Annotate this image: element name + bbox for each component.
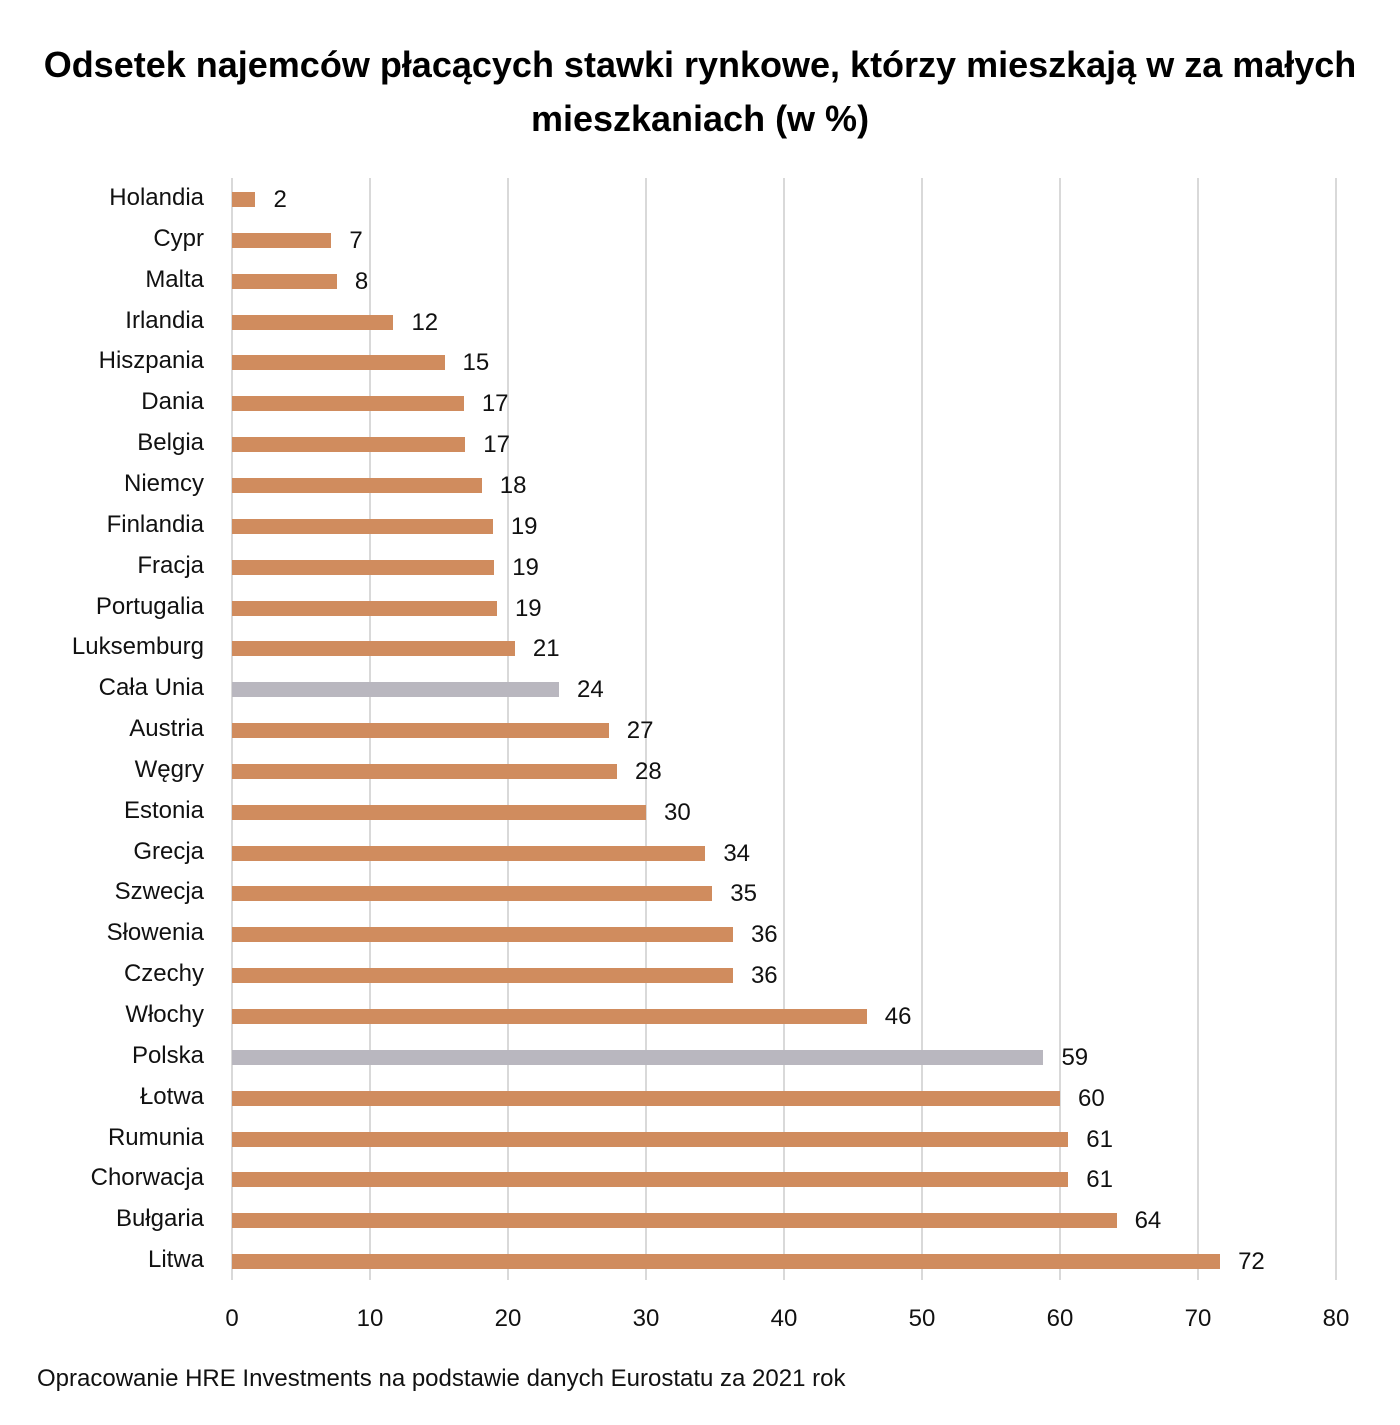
- x-tick-label: 80: [1322, 1305, 1350, 1332]
- category-label: Finlandia: [106, 510, 204, 538]
- source-note: Opracowanie HRE Investments na podstawie…: [37, 1365, 846, 1392]
- category-label: Bułgaria: [115, 1205, 204, 1233]
- bar: [232, 886, 713, 902]
- category-label: Irlandia: [125, 306, 204, 334]
- data-label: 27: [626, 717, 654, 745]
- gridline-80: [1335, 178, 1337, 1280]
- category-label: Holandia: [109, 184, 204, 211]
- category-label: Belgia: [137, 429, 204, 457]
- data-label: 59: [1061, 1043, 1089, 1071]
- data-label: 36: [750, 962, 778, 990]
- category-label: Dania: [141, 388, 204, 416]
- bar: [232, 845, 706, 861]
- data-label: 17: [481, 390, 509, 418]
- data-label: 15: [462, 349, 490, 377]
- data-label: 21: [532, 635, 560, 663]
- bar-highlighted: [232, 1049, 1044, 1065]
- data-label: 7: [349, 226, 363, 254]
- category-label: Luksemburg: [71, 633, 204, 661]
- data-label: 36: [750, 921, 778, 949]
- data-label: 64: [1134, 1207, 1162, 1235]
- x-tick-label: 10: [356, 1305, 384, 1332]
- bar: [232, 477, 482, 493]
- gridline-60: [1059, 178, 1061, 1280]
- bar-highlighted: [232, 682, 560, 698]
- bar: [232, 396, 464, 412]
- data-label: 19: [510, 512, 538, 540]
- category-label: Cypr: [153, 224, 204, 252]
- category-label: Grecja: [133, 837, 204, 865]
- data-label: 8: [354, 267, 369, 295]
- bar: [232, 1213, 1117, 1229]
- gridline-40: [783, 178, 785, 1280]
- bar: [232, 1090, 1060, 1106]
- x-tick-label: 70: [1184, 1305, 1212, 1332]
- x-tick-label: 60: [1046, 1305, 1074, 1332]
- category-label: Słowenia: [106, 919, 204, 947]
- category-label: Rumunia: [107, 1123, 204, 1151]
- data-label: 60: [1078, 1084, 1105, 1112]
- bar: [232, 641, 515, 657]
- gridline-30: [645, 178, 647, 1280]
- category-label: Fracja: [137, 551, 204, 579]
- category-label: Cała Unia: [98, 674, 204, 702]
- data-label: 28: [635, 757, 662, 785]
- category-label: Węgry: [134, 755, 204, 783]
- bar: [232, 1254, 1221, 1270]
- x-tick-label: 30: [632, 1305, 660, 1332]
- category-label: Czechy: [123, 960, 204, 988]
- category-label: Łotwa: [139, 1082, 204, 1110]
- bar: [232, 355, 445, 371]
- bar: [232, 232, 332, 248]
- bar: [232, 273, 337, 289]
- data-label: 19: [514, 594, 542, 622]
- bar: [232, 192, 256, 207]
- bar: [232, 968, 733, 984]
- bar: [232, 600, 497, 616]
- data-label: 24: [577, 676, 604, 704]
- bar: [232, 437, 466, 453]
- bar: [232, 763, 618, 779]
- gridline-50: [921, 178, 923, 1280]
- category-label: Polska: [131, 1041, 204, 1069]
- bar: [232, 559, 495, 575]
- bar: [232, 1172, 1069, 1188]
- data-label: 72: [1238, 1248, 1265, 1276]
- data-label: 35: [730, 880, 757, 908]
- x-tick-label: 0: [225, 1305, 239, 1332]
- data-label: 61: [1086, 1166, 1113, 1194]
- bar: [232, 1131, 1069, 1147]
- bar: [232, 804, 646, 820]
- category-label: Chorwacja: [90, 1164, 204, 1192]
- data-label: 12: [411, 308, 439, 336]
- x-tick-label: 50: [908, 1305, 936, 1332]
- category-label: Hiszpania: [98, 347, 204, 375]
- data-label: 34: [723, 839, 751, 867]
- x-tick-label: 20: [494, 1305, 522, 1332]
- category-label: Austria: [129, 715, 204, 743]
- data-label: 30: [664, 798, 691, 826]
- x-tick-label: 40: [770, 1305, 798, 1332]
- category-label: Niemcy: [123, 469, 204, 497]
- bar: [232, 1009, 867, 1024]
- category-label: Szwecja: [114, 878, 204, 906]
- bar: [232, 723, 609, 739]
- chart-title: Odsetek najemców płacących stawki rynkow…: [43, 44, 1357, 139]
- category-label: Włochy: [125, 1001, 204, 1028]
- bar: [232, 518, 493, 534]
- gridline-70: [1197, 178, 1199, 1280]
- category-label: Estonia: [123, 796, 204, 824]
- bar: [232, 314, 394, 330]
- bar: [232, 927, 733, 943]
- category-label: Litwa: [147, 1246, 204, 1274]
- data-label: 46: [884, 1003, 912, 1030]
- data-label: 2: [273, 186, 287, 213]
- data-label: 19: [512, 553, 539, 581]
- data-label: 17: [483, 431, 510, 459]
- category-label: Portugalia: [95, 592, 204, 620]
- data-label: 61: [1086, 1125, 1113, 1153]
- category-label: Malta: [145, 265, 204, 293]
- data-label: 18: [499, 471, 527, 499]
